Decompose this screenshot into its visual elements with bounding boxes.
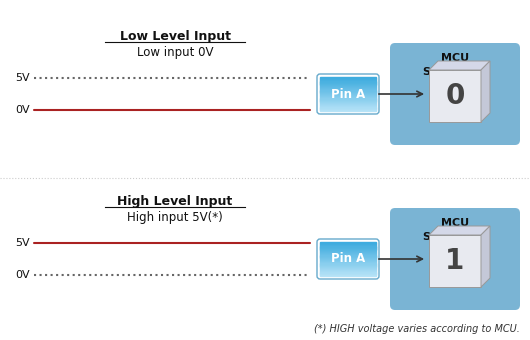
Bar [320,96,376,97]
Bar [320,88,376,89]
Bar [320,101,376,103]
FancyBboxPatch shape [390,208,520,310]
Bar [320,94,376,95]
Bar [320,108,376,110]
Bar [320,260,376,261]
Bar [320,273,376,275]
Text: 5V: 5V [15,238,30,248]
Bar [320,254,376,256]
Bar [320,256,376,258]
Bar [320,106,376,107]
Bar [320,109,376,111]
Bar [320,78,376,79]
Bar [320,258,376,260]
Text: High Level Input: High Level Input [117,195,233,208]
Bar [320,79,376,80]
Bar [320,81,376,83]
Bar [320,80,376,82]
Polygon shape [481,226,490,287]
Bar [320,269,376,270]
Bar [320,86,376,87]
Text: MCU
SFR j bit k: MCU SFR j bit k [423,218,487,242]
Bar [320,271,376,273]
Bar [320,95,376,96]
Bar [320,250,376,251]
Bar [320,107,376,109]
Bar [320,92,376,94]
Text: (*) HIGH voltage varies according to MCU.: (*) HIGH voltage varies according to MCU… [314,324,520,334]
Bar [320,245,376,246]
Bar [320,248,376,250]
Bar [320,76,376,78]
Bar [320,103,376,104]
Text: Pin A: Pin A [331,87,365,101]
Text: 1: 1 [445,247,465,275]
Bar [320,100,376,102]
Bar [320,105,376,106]
Bar [320,267,376,268]
Bar [320,247,376,249]
FancyBboxPatch shape [390,43,520,145]
Polygon shape [481,61,490,122]
Polygon shape [429,235,481,287]
Bar [320,270,376,271]
Text: 5V: 5V [15,73,30,83]
Polygon shape [429,61,490,70]
Bar [320,246,376,248]
Bar [320,261,376,262]
Polygon shape [429,70,481,122]
Text: Low input 0V: Low input 0V [137,46,213,59]
Bar [320,87,376,88]
Bar [320,98,376,100]
Bar [320,268,376,269]
Bar [320,104,376,105]
Text: Pin A: Pin A [331,253,365,266]
Bar [320,243,376,244]
Text: MCU
SFR j bit k: MCU SFR j bit k [423,53,487,77]
Bar [320,272,376,274]
Bar [320,241,376,243]
Bar [320,274,376,276]
Bar [320,262,376,264]
Bar [320,83,376,85]
Text: 0V: 0V [15,270,30,280]
Bar [320,264,376,266]
Bar [320,251,376,252]
Bar [320,99,376,101]
Bar [320,84,376,86]
Bar [320,244,376,245]
Bar [320,265,376,267]
Text: Low Level Input: Low Level Input [119,30,231,43]
Bar [320,255,376,257]
Text: 0: 0 [445,82,465,110]
Bar [320,253,376,254]
Bar [320,252,376,253]
Bar [320,257,376,259]
Bar [320,82,376,84]
Bar [320,89,376,90]
Bar [320,91,376,93]
Polygon shape [429,226,490,235]
Bar [320,97,376,99]
Bar [320,90,376,92]
Text: High input 5V(*): High input 5V(*) [127,211,223,224]
Bar [320,263,376,265]
Text: 0V: 0V [15,105,30,115]
